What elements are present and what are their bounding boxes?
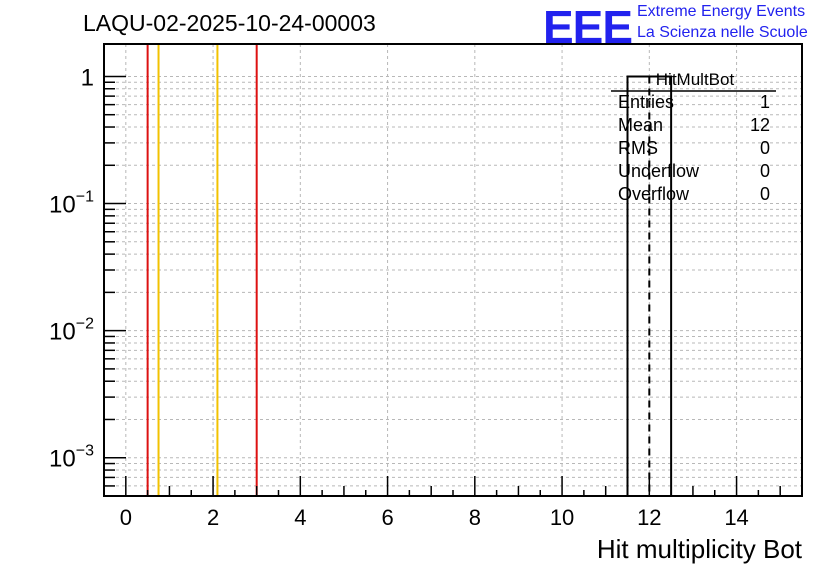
stat-value: 12	[749, 115, 770, 135]
stat-value: 1	[759, 92, 770, 112]
stat-label: Overflow	[618, 184, 690, 204]
stat-label: Mean	[618, 115, 664, 135]
stat-label: Entries	[618, 92, 675, 112]
y-tick-label: 1	[81, 64, 94, 91]
x-tick-label: 10	[550, 505, 574, 530]
grid-lines	[104, 44, 802, 497]
logo-subtitle-2: La Scienza nelle Scuole	[637, 24, 808, 41]
x-tick-label: 2	[207, 505, 219, 530]
x-axis-label: Hit multiplicity Bot	[596, 534, 802, 564]
x-tick-label: 4	[294, 505, 306, 530]
stat-value: 0	[759, 184, 770, 204]
stat-value: 0	[759, 161, 770, 181]
y-tick-label: 10−2	[49, 316, 94, 346]
y-tick-label: 10−3	[49, 443, 94, 473]
stat-label: Underflow	[618, 161, 700, 181]
stat-value: 0	[759, 138, 770, 158]
x-tick-label: 8	[469, 505, 481, 530]
stats-title: HitMultBot	[655, 70, 735, 89]
histogram-bars	[626, 75, 673, 496]
x-tick-label: 14	[724, 505, 748, 530]
reference-lines	[146, 44, 258, 496]
run-title: LAQU-02-2025-10-24-00003	[83, 10, 376, 36]
x-tick-label: 12	[637, 505, 661, 530]
y-tick-label: 10−1	[49, 189, 94, 219]
stats-box: HitMultBot Entries 1 Mean 12 RMS 0 Under…	[612, 70, 778, 210]
logo-subtitle-1: Extreme Energy Events	[637, 3, 806, 20]
stat-label: RMS	[618, 138, 658, 158]
axis-ticks	[103, 75, 803, 497]
axis-tick-labels: 0 2 4 6 8 10 12 14 10−3 10−2 10−1 1	[49, 64, 749, 530]
x-tick-label: 6	[381, 505, 393, 530]
x-tick-label: 0	[120, 505, 132, 530]
eee-logo: EEE	[543, 1, 633, 53]
